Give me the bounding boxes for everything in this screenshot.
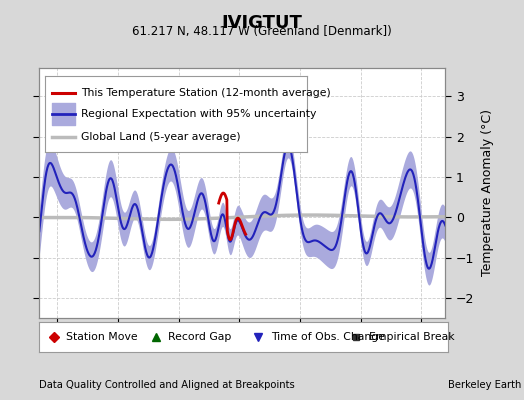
Text: This Temperature Station (12-month average): This Temperature Station (12-month avera… [81, 88, 331, 98]
Y-axis label: Temperature Anomaly (°C): Temperature Anomaly (°C) [481, 110, 494, 276]
Text: Regional Expectation with 95% uncertainty: Regional Expectation with 95% uncertaint… [81, 109, 316, 119]
Text: 61.217 N, 48.117 W (Greenland [Denmark]): 61.217 N, 48.117 W (Greenland [Denmark]) [132, 25, 392, 38]
Text: Empirical Break: Empirical Break [369, 332, 454, 342]
Text: Time of Obs. Change: Time of Obs. Change [270, 332, 385, 342]
Text: Global Land (5-year average): Global Land (5-year average) [81, 132, 241, 142]
Text: Berkeley Earth: Berkeley Earth [448, 380, 521, 390]
Text: Station Move: Station Move [66, 332, 138, 342]
Text: Data Quality Controlled and Aligned at Breakpoints: Data Quality Controlled and Aligned at B… [39, 380, 295, 390]
Text: IVIGTUT: IVIGTUT [222, 14, 302, 32]
Text: Record Gap: Record Gap [168, 332, 232, 342]
